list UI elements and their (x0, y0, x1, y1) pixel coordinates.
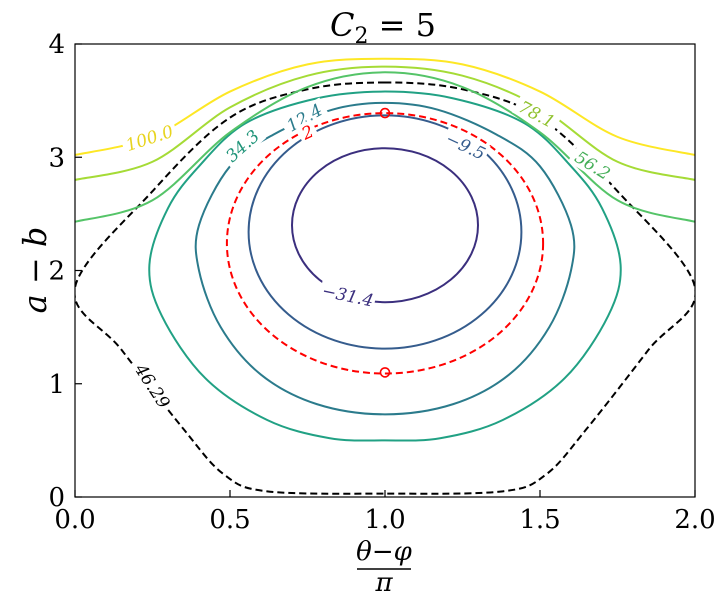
contour-label-group-46-29: 46.29 (128, 357, 177, 415)
contour-label-gap (511, 94, 562, 134)
x-tick-label: 1.0 (364, 505, 405, 535)
y-axis-label: a − b (16, 227, 54, 314)
contour-line-56-2 (75, 71, 695, 223)
y-axis-ticks: 0 1 2 3 4 (48, 30, 82, 513)
contour-label-gap (218, 123, 267, 169)
contour-label-group-neg31-4: −31.4 (318, 279, 378, 312)
contour-label-group-34-3: 34.3 (218, 123, 267, 169)
contour-line-neg9-5 (247, 114, 523, 350)
contour-label-neg31-4: −31.4 (320, 281, 375, 311)
contour-line-100-0 (75, 57, 695, 156)
x-axis-label-numerator: θ−φ (356, 537, 412, 567)
x-axis-ticks: 0.0 0.5 1.0 1.5 2.0 (54, 490, 716, 535)
y-tick-label: 3 (48, 143, 65, 173)
y-tick-label: 0 (48, 483, 65, 513)
fixed-point-1 (379, 107, 391, 119)
contour-label-group-neg9-5: −9.5 (440, 127, 491, 165)
y-tick-label: 1 (48, 370, 65, 400)
contour-label-group-2: 2 (295, 119, 320, 146)
contour-label-gap (119, 119, 179, 157)
x-tick-label: 0.0 (54, 505, 95, 535)
fixed-point-2 (379, 367, 391, 378)
contour-label-gap (128, 357, 177, 415)
y-tick-label: 4 (48, 30, 65, 60)
contour-label-gap (440, 127, 491, 165)
contour-label-gap (295, 119, 320, 146)
x-axis-label-denominator: π (374, 568, 393, 598)
contour-line-46-29 (75, 81, 695, 495)
y-tick-label: 2 (48, 257, 65, 287)
fixed-point-markers (379, 107, 391, 378)
contour-label-100-0: 100.0 (123, 122, 176, 156)
contour-line-2 (225, 112, 545, 375)
contour-lines (75, 57, 695, 495)
contour-line-34-3 (148, 90, 622, 442)
x-tick-label: 1.5 (519, 505, 560, 535)
contour-label-gap (279, 97, 330, 138)
plot-frame (74, 43, 696, 498)
contour-line-neg31-4 (291, 147, 479, 304)
x-tick-label: 0.5 (209, 505, 250, 535)
x-tick-label: 2.0 (674, 505, 715, 535)
contour-line-78-1 (75, 65, 695, 181)
chart-title: C2 = 5 (330, 6, 436, 49)
contour-label-gap (567, 144, 618, 186)
contour-label-neg9-5: −9.5 (442, 129, 488, 165)
contour-label-gap (318, 279, 378, 311)
contour-label-46-29: 46.29 (129, 360, 173, 413)
